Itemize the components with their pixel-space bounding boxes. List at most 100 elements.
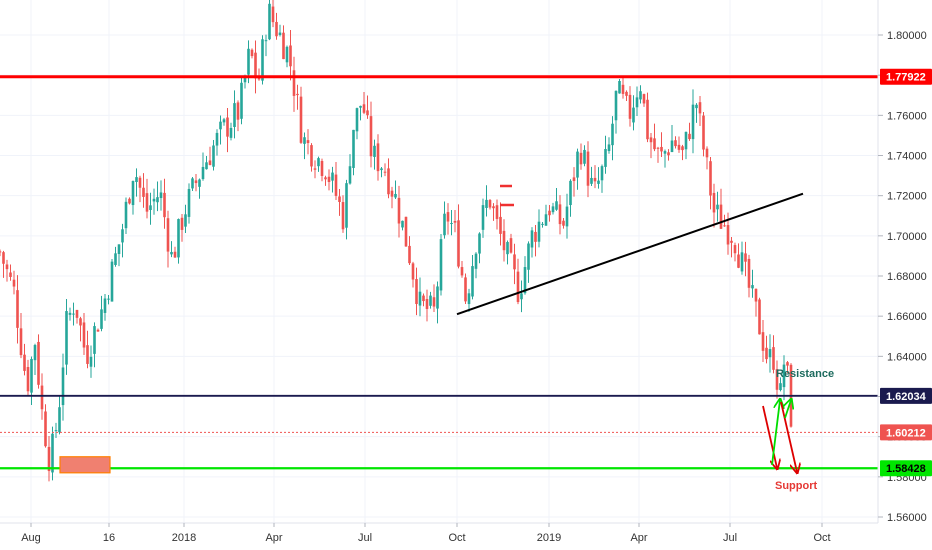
candle-down (292, 56, 296, 112)
candle-up (187, 183, 191, 224)
candle-up (117, 244, 121, 267)
candle-up (555, 188, 558, 211)
candle-down (705, 146, 709, 170)
candle-up (632, 95, 635, 131)
candle-up (740, 241, 744, 275)
candle-down (254, 40, 257, 94)
candle-down (236, 100, 240, 132)
candle-down (275, 12, 278, 40)
candle-down (758, 297, 761, 335)
candle-down (548, 204, 551, 222)
candle-down (194, 173, 198, 192)
candle-down (415, 267, 418, 316)
price-tag-labels: 1.77922 1.62034 1.60212 1.58428 (880, 68, 932, 477)
candle-down (0, 249, 2, 257)
candle-down (338, 189, 341, 216)
candle-up (474, 252, 478, 279)
candle-up (695, 103, 698, 123)
candle-down (47, 435, 51, 482)
candle-down (712, 183, 716, 228)
candle-up (380, 166, 383, 178)
candle-down (586, 141, 590, 198)
resistance-annotation: Resistance (776, 368, 834, 380)
candle-up (121, 223, 124, 258)
candle-down (9, 264, 12, 281)
candle-up (551, 202, 555, 215)
candle-up (240, 77, 243, 125)
candle-up (506, 240, 509, 265)
candle-up (527, 241, 530, 283)
candle-down (299, 86, 303, 144)
candle-down (5, 259, 9, 282)
candle-down (44, 404, 47, 448)
candle-down (289, 30, 292, 81)
candle-up (590, 166, 593, 186)
candle-down (488, 198, 492, 210)
arrow-up-2 (785, 400, 791, 419)
candle-down (208, 146, 212, 166)
candle-up (544, 204, 548, 226)
candle-down (499, 202, 502, 246)
candle-up (607, 137, 611, 154)
candle-down (579, 143, 583, 170)
candle-down (572, 167, 576, 197)
candle-down (772, 335, 775, 374)
ascending-trendline (456, 192, 804, 316)
candle-down (26, 359, 30, 396)
candle-down (257, 68, 261, 81)
candle-down (362, 91, 366, 115)
candle-up (131, 180, 135, 215)
price-tag-mid-line: 1.62034 (880, 387, 932, 404)
candle-down (75, 309, 79, 324)
candle-down (457, 204, 460, 269)
candle-down (593, 165, 597, 189)
candle-down (558, 195, 562, 235)
candle-up (54, 422, 58, 439)
candle-down (82, 313, 86, 356)
candle-up (100, 295, 103, 332)
candle-up (394, 180, 397, 199)
candle-up (436, 281, 439, 324)
candle-down (425, 289, 429, 322)
candle-up (600, 164, 604, 193)
candle-up (177, 218, 180, 264)
x-tick-label: Apr (630, 532, 647, 544)
candle-up (429, 291, 432, 309)
candle-up (184, 204, 187, 234)
candle-up (520, 280, 523, 313)
candle-down (306, 129, 310, 155)
candle-down (509, 233, 513, 254)
candle-down (271, 0, 275, 28)
x-tick-label: Aug (21, 532, 41, 544)
candle-up (565, 193, 569, 239)
candle-up (303, 132, 306, 160)
candle-up (597, 167, 600, 189)
candle-up (537, 209, 541, 248)
candle-up (530, 227, 534, 258)
candle-down (744, 241, 747, 277)
candle-up (614, 90, 618, 134)
candle-down (86, 330, 89, 369)
candle-up (604, 135, 607, 174)
y-tick-label: 1.66000 (887, 311, 927, 323)
candle-down (334, 162, 338, 201)
candle-up (401, 220, 404, 231)
candle-up (89, 345, 93, 378)
candle-down (383, 163, 387, 177)
candle-down (366, 95, 369, 119)
candle-up (485, 185, 488, 217)
x-tick-label: 2018 (172, 532, 196, 544)
candle-down (709, 157, 712, 210)
svg-text:1.58428: 1.58428 (886, 463, 926, 475)
candle-up (124, 197, 128, 234)
candle-down (534, 225, 537, 257)
candle-down (464, 273, 467, 305)
candle-up (285, 45, 289, 68)
candle-up (611, 116, 614, 161)
candle-up (152, 188, 156, 215)
candle-down (397, 185, 401, 238)
candle-up (278, 24, 282, 37)
candle-up (264, 34, 268, 57)
candle-down (737, 243, 740, 269)
candle-up (348, 154, 352, 185)
